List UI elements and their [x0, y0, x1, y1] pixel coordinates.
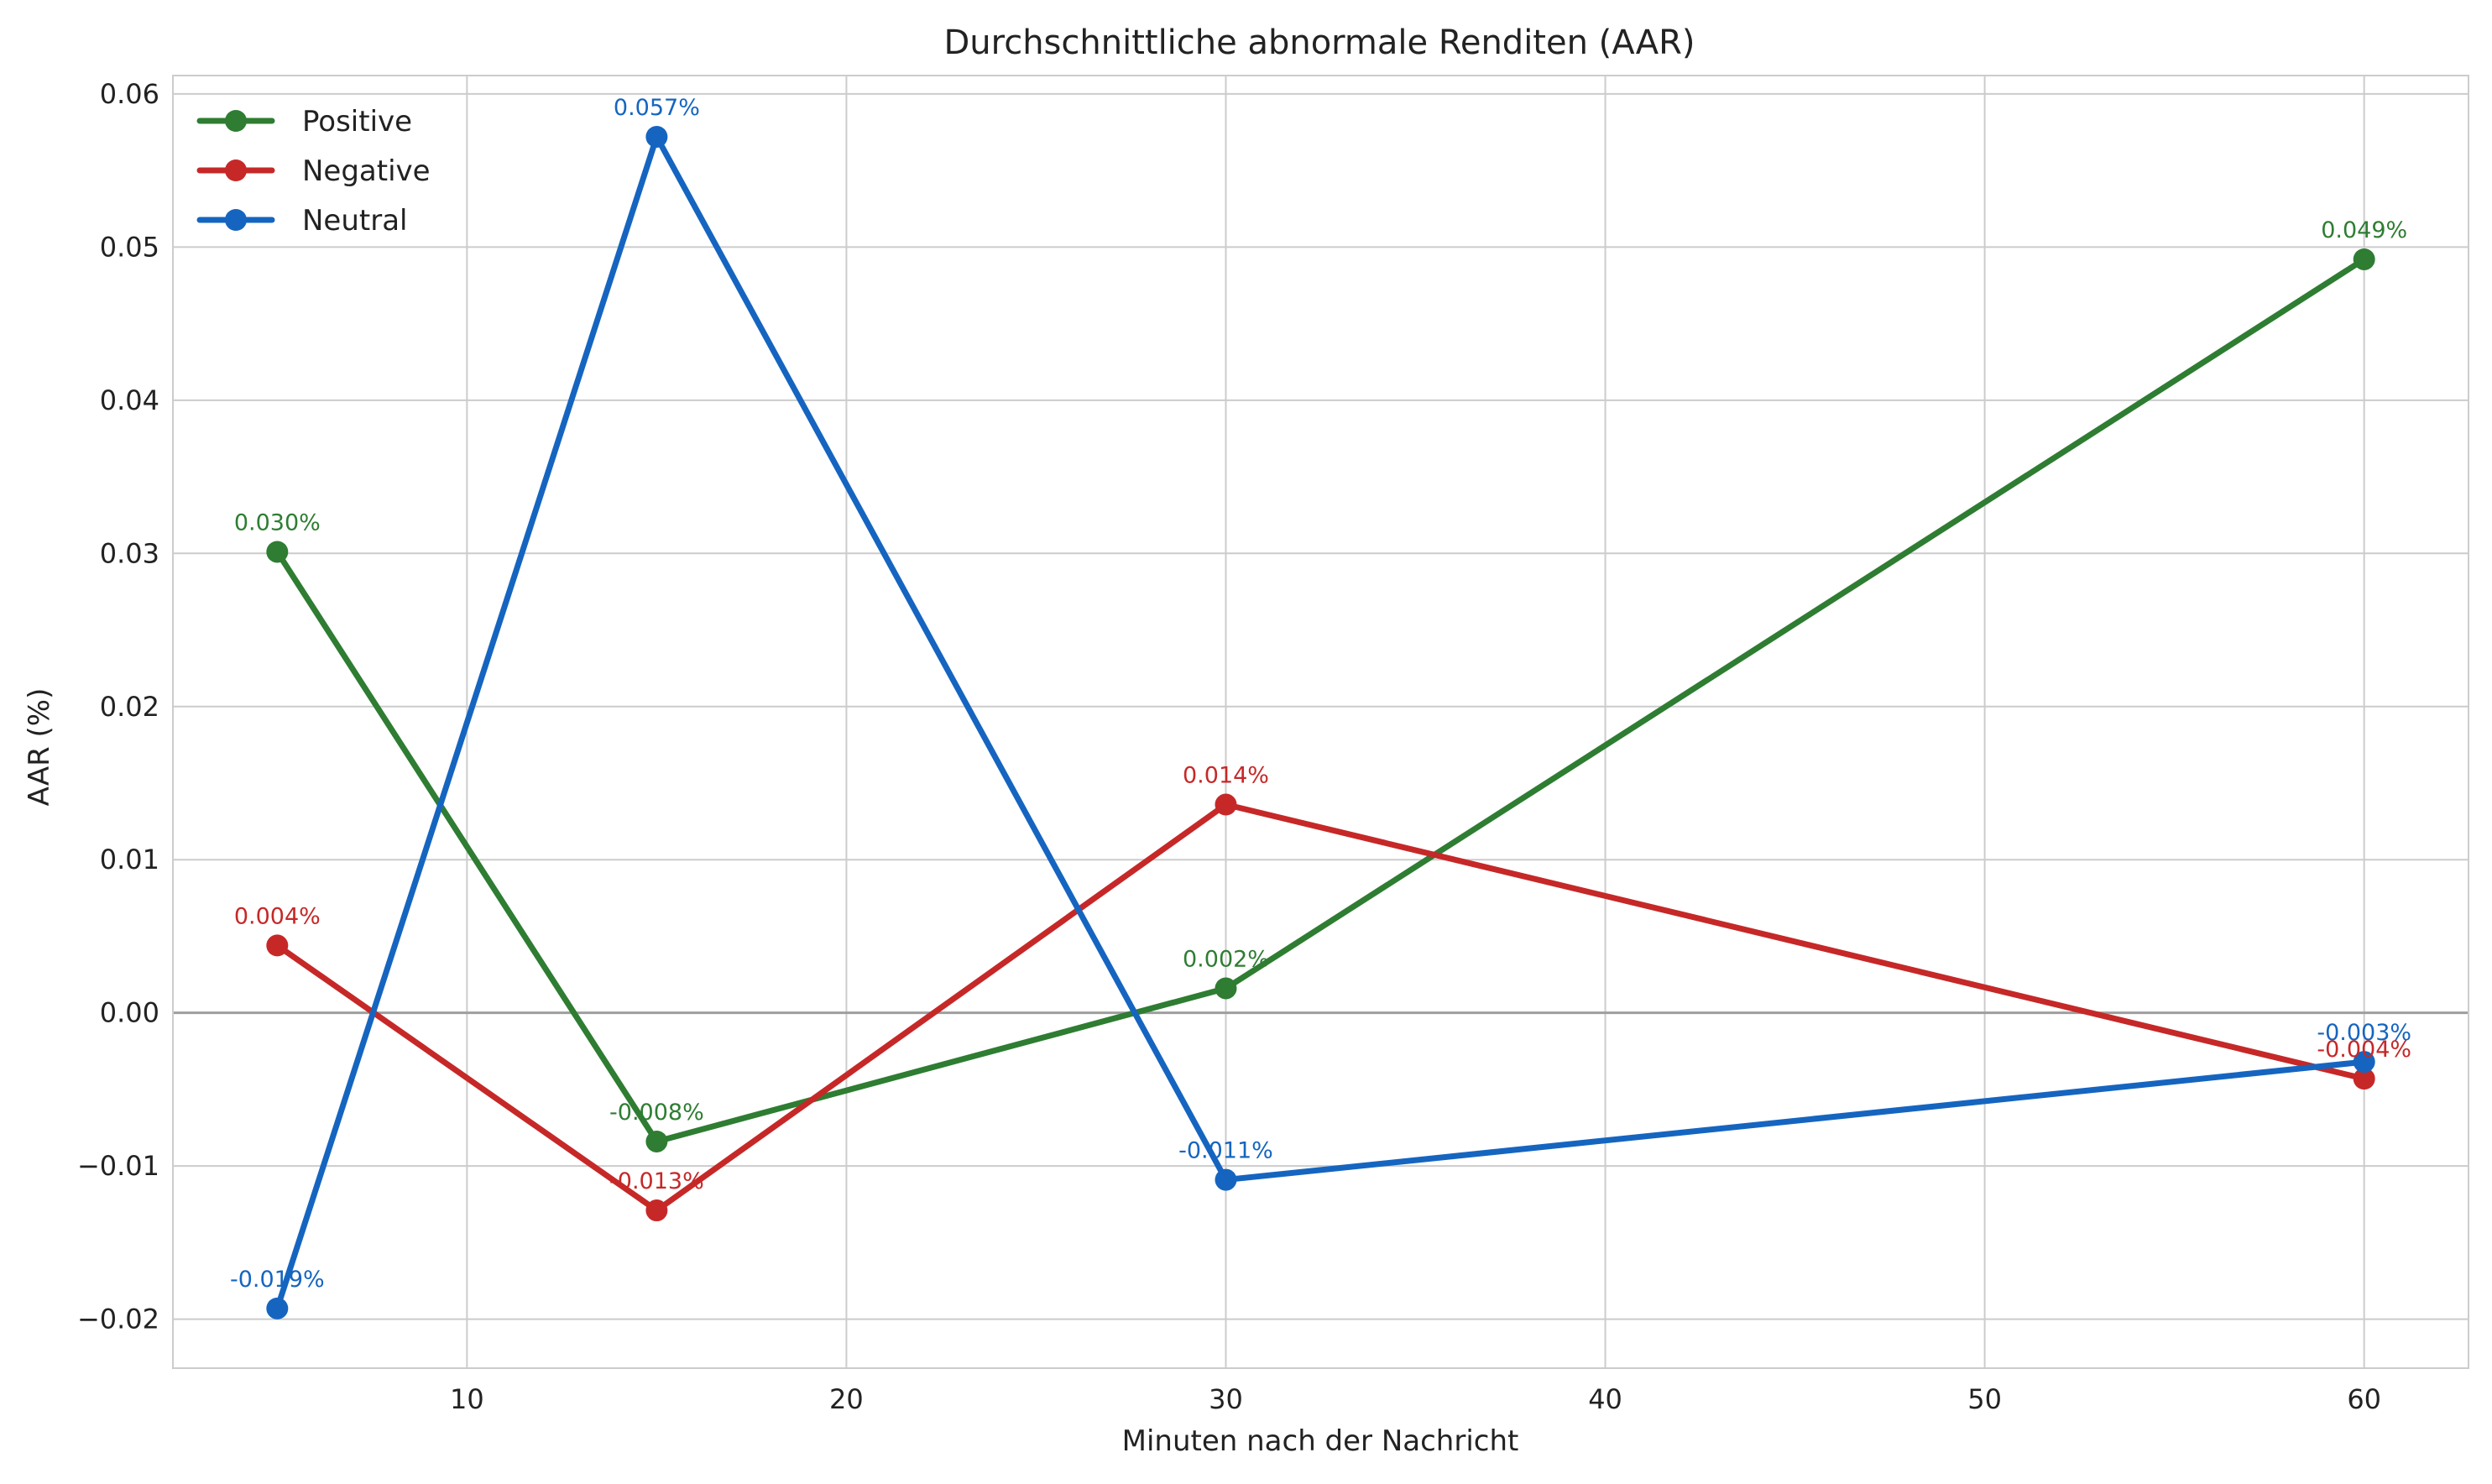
legend-label-positive: Positive	[302, 105, 412, 138]
y-tick-label: −0.02	[77, 1304, 159, 1335]
y-tick-label: 0.04	[100, 384, 159, 416]
legend-marker-negative	[225, 159, 247, 181]
legend: Positive Negative Neutral	[196, 105, 431, 238]
data-label-negative: 0.004%	[234, 903, 321, 929]
x-axis-ticks: 10 20 30 40 50 60	[450, 1383, 2381, 1415]
y-tick-label: 0.02	[100, 691, 159, 723]
data-point-neutral	[645, 125, 668, 148]
data-label-positive: -0.008%	[609, 1100, 704, 1126]
data-point-positive	[645, 1130, 668, 1152]
series-lines	[274, 133, 2368, 1312]
plot-area-frame	[172, 75, 2469, 1369]
x-tick-label: 50	[1967, 1383, 2002, 1415]
x-tick-label: 10	[450, 1383, 484, 1415]
data-point-positive	[2353, 248, 2375, 270]
y-tick-label: 0.06	[100, 78, 159, 110]
data-label-positive: 0.030%	[234, 509, 321, 536]
data-point-negative	[645, 1199, 668, 1222]
data-point-positive	[1215, 977, 1237, 1000]
legend-label-negative: Negative	[302, 154, 431, 188]
data-label-neutral: 0.057%	[614, 95, 700, 121]
y-tick-label: −0.01	[77, 1150, 159, 1182]
data-point-negative	[1215, 793, 1237, 816]
y-axis-ticks: −0.02 −0.01 0.00 0.01 0.02 0.03 0.04 0.05 0.06	[77, 78, 159, 1335]
data-point-negative	[266, 934, 289, 957]
data-point-neutral	[2353, 1051, 2375, 1074]
data-label-negative: -0.013%	[609, 1168, 704, 1194]
y-tick-label: 0.05	[100, 231, 159, 263]
data-label-neutral: -0.011%	[1178, 1138, 1273, 1164]
data-point-neutral	[266, 1297, 289, 1319]
data-label-negative: 0.014%	[1183, 763, 1269, 789]
series-line-neutral	[274, 133, 2368, 1312]
y-tick-label: 0.00	[100, 997, 159, 1029]
data-label-positive: 0.002%	[1183, 946, 1269, 972]
series-line-negative	[274, 802, 2368, 1214]
data-label-negative: -0.004%	[2317, 1037, 2411, 1063]
x-tick-label: 60	[2347, 1383, 2381, 1415]
data-label-neutral: -0.019%	[230, 1267, 325, 1293]
data-point-negative	[2353, 1068, 2375, 1090]
chart-title: Durchschnittliche abnormale Renditen (AA…	[943, 24, 1695, 62]
legend-marker-positive	[225, 110, 247, 132]
data-label-neutral: -0.003%	[2317, 1020, 2411, 1046]
series-points	[266, 125, 2375, 1319]
data-point-positive	[266, 541, 289, 563]
x-axis-label: Minuten nach der Nachricht	[1122, 1424, 1519, 1458]
data-labels: 0.030% -0.008% 0.002% 0.049% 0.004% -0.013% 0.…	[230, 95, 2411, 1293]
x-tick-label: 40	[1588, 1383, 1622, 1415]
series-line-positive	[274, 256, 2368, 1145]
y-tick-label: 0.01	[100, 844, 159, 875]
legend-marker-neutral	[225, 209, 247, 231]
x-tick-label: 30	[1209, 1383, 1243, 1415]
y-tick-label: 0.03	[100, 537, 159, 569]
x-tick-label: 20	[829, 1383, 864, 1415]
legend-label-neutral: Neutral	[302, 204, 408, 238]
data-label-positive: 0.049%	[2321, 217, 2407, 243]
data-point-neutral	[1215, 1168, 1237, 1191]
y-axis-label: AAR (%)	[23, 688, 56, 807]
